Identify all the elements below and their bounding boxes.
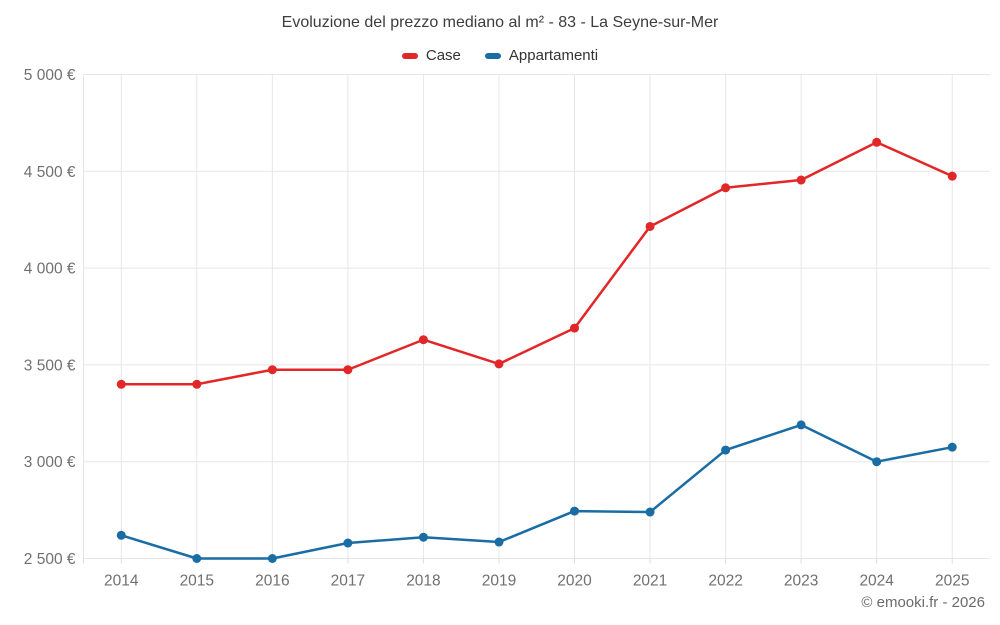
x-axis-label: 2018 [406, 573, 440, 590]
data-point-appartamenti-2024[interactable] [872, 457, 882, 467]
data-point-case-2022[interactable] [721, 183, 731, 193]
data-point-case-2025[interactable] [947, 171, 957, 181]
data-point-case-2014[interactable] [116, 379, 126, 389]
y-axis-label: 2 500 € [24, 551, 76, 568]
x-axis-label: 2020 [557, 573, 592, 590]
attribution: © emooki.fr - 2026 [861, 594, 985, 611]
legend-item-appartamenti[interactable]: Appartamenti [484, 47, 599, 64]
x-axis-label: 2019 [482, 573, 516, 590]
data-point-appartamenti-2020[interactable] [570, 506, 580, 516]
legend-item-case[interactable]: Case [401, 47, 461, 64]
x-axis-label: 2014 [104, 573, 139, 590]
legend-label-appartamenti: Appartamenti [508, 47, 599, 64]
data-point-appartamenti-2023[interactable] [796, 420, 806, 430]
data-point-appartamenti-2018[interactable] [418, 532, 428, 542]
data-point-case-2018[interactable] [418, 335, 428, 345]
x-axis-label: 2022 [708, 573, 742, 590]
y-axis-label: 3 500 € [24, 357, 76, 374]
data-point-case-2024[interactable] [872, 137, 882, 147]
x-axis-label: 2024 [859, 573, 894, 590]
data-point-appartamenti-2025[interactable] [947, 442, 957, 452]
y-axis-label: 4 500 € [24, 164, 76, 181]
appartamenti-series-marker-icon [484, 52, 501, 59]
x-axis-label: 2023 [784, 573, 818, 590]
data-point-appartamenti-2014[interactable] [116, 530, 126, 540]
data-point-case-2015[interactable] [192, 379, 202, 389]
data-point-appartamenti-2022[interactable] [721, 445, 731, 455]
chart-legend: Case Appartamenti [0, 47, 1000, 64]
data-point-case-2019[interactable] [494, 359, 504, 369]
x-axis-label: 2015 [180, 573, 214, 590]
data-point-appartamenti-2015[interactable] [192, 554, 202, 563]
data-point-case-2023[interactable] [796, 175, 806, 185]
data-point-appartamenti-2021[interactable] [645, 507, 655, 517]
data-point-case-2016[interactable] [267, 365, 277, 375]
y-axis-label: 4 000 € [24, 261, 76, 278]
legend-label-case: Case [425, 47, 461, 64]
case-series-marker-icon [401, 52, 418, 59]
data-point-case-2017[interactable] [343, 365, 353, 375]
y-axis-label: 3 000 € [24, 454, 76, 471]
x-axis-label: 2017 [331, 573, 365, 590]
data-point-appartamenti-2019[interactable] [494, 537, 504, 547]
data-point-case-2021[interactable] [645, 221, 655, 231]
x-axis-label: 2021 [633, 573, 667, 590]
y-axis-label: 5 000 € [24, 67, 76, 84]
chart-title: Evoluzione del prezzo mediano al m² - 83… [281, 14, 719, 31]
series-line-appartamenti [120, 423, 954, 560]
data-point-appartamenti-2017[interactable] [343, 538, 353, 548]
x-axis-label: 2025 [935, 573, 969, 590]
series-line-case [120, 141, 954, 386]
x-axis-label: 2016 [255, 573, 289, 590]
data-point-appartamenti-2016[interactable] [267, 554, 277, 563]
data-point-case-2020[interactable] [570, 323, 580, 333]
